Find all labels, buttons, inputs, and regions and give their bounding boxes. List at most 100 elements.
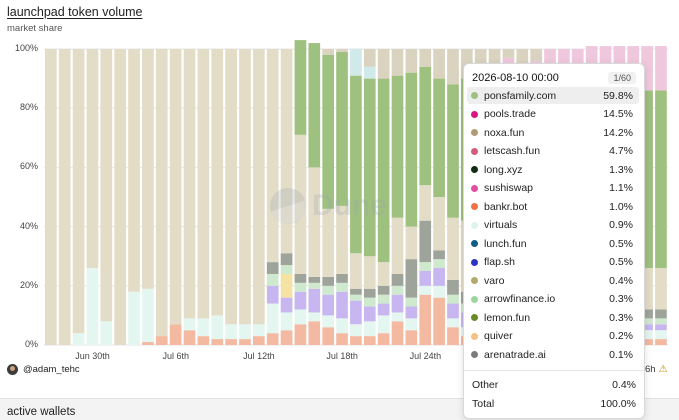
bar-segment[interactable] [391, 273, 404, 286]
bar-segment[interactable] [294, 309, 307, 325]
bar-segment[interactable] [100, 49, 113, 322]
bar-segment[interactable] [169, 324, 182, 345]
bar-segment[interactable] [419, 262, 432, 271]
data-freshness[interactable]: 6h ⚠ [645, 364, 668, 375]
bar-segment[interactable] [405, 318, 418, 331]
bar-segment[interactable] [86, 49, 99, 269]
bar-segment[interactable] [405, 259, 418, 298]
bar-segment[interactable] [433, 297, 445, 345]
bar-segment[interactable] [336, 273, 348, 283]
bar-segment[interactable] [266, 262, 279, 274]
bar-segment[interactable] [350, 288, 362, 295]
bar-segment[interactable] [266, 285, 279, 304]
bar-segment[interactable] [447, 303, 459, 319]
bar-segment[interactable] [350, 75, 362, 254]
bar-segment[interactable] [655, 268, 667, 310]
bar-segment[interactable] [169, 49, 182, 325]
bar-segment[interactable] [641, 324, 653, 331]
bar-segment[interactable] [419, 285, 432, 295]
bar-segment[interactable] [419, 49, 432, 67]
bar-segment[interactable] [447, 279, 459, 295]
bar-segment[interactable] [336, 51, 348, 206]
bar-segment[interactable] [322, 315, 334, 328]
bar-segment[interactable] [253, 49, 265, 325]
bar-segment[interactable] [322, 294, 334, 316]
bar-segment[interactable] [322, 49, 334, 55]
bar-segment[interactable] [502, 49, 515, 58]
bar-segment[interactable] [128, 49, 140, 292]
bar-segment[interactable] [280, 312, 293, 331]
bar-segment[interactable] [322, 285, 334, 295]
bar-segment[interactable] [655, 46, 667, 91]
bar-segment[interactable] [641, 309, 653, 319]
bar-segment[interactable] [322, 208, 334, 277]
chart-title-link[interactable]: launchpad token volume [7, 5, 143, 19]
bar-segment[interactable] [655, 309, 667, 319]
bar-segment[interactable] [363, 297, 376, 307]
bar-segment[interactable] [211, 49, 224, 316]
bar-segment[interactable] [322, 327, 334, 345]
bar-segment[interactable] [655, 330, 667, 340]
bar-segment[interactable] [253, 336, 265, 345]
bar-segment[interactable] [308, 288, 321, 313]
bar-segment[interactable] [336, 49, 348, 52]
bar-segment[interactable] [641, 46, 653, 91]
bar-segment[interactable] [72, 49, 85, 334]
bar-segment[interactable] [211, 315, 224, 340]
bar-segment[interactable] [128, 291, 140, 345]
bar-segment[interactable] [350, 300, 362, 325]
bar-segment[interactable] [405, 306, 418, 319]
bar-segment[interactable] [294, 282, 307, 292]
bar-segment[interactable] [183, 330, 196, 345]
bar-segment[interactable] [308, 43, 321, 168]
bar-segment[interactable] [363, 78, 376, 257]
bar-segment[interactable] [377, 333, 390, 345]
bar-segment[interactable] [447, 294, 459, 304]
bar-segment[interactable] [363, 306, 376, 322]
bar-segment[interactable] [447, 49, 459, 85]
bar-segment[interactable] [350, 49, 362, 76]
bar-segment[interactable] [655, 339, 667, 345]
bar-segment[interactable] [322, 54, 334, 209]
bar-segment[interactable] [377, 315, 390, 334]
bar-segment[interactable] [197, 49, 210, 319]
bar-segment[interactable] [655, 90, 667, 269]
bar-segment[interactable] [433, 250, 445, 260]
bar-segment[interactable] [142, 342, 154, 345]
bar-segment[interactable] [308, 312, 321, 322]
bar-segment[interactable] [655, 318, 667, 325]
bar-segment[interactable] [488, 49, 501, 67]
bar-segment[interactable] [266, 273, 279, 286]
bar-segment[interactable] [447, 84, 459, 218]
bar-segment[interactable] [266, 49, 279, 263]
bar-segment[interactable] [350, 294, 362, 301]
author-link[interactable]: @adam_tehc [7, 364, 80, 375]
bar-segment[interactable] [308, 167, 321, 277]
bar-segment[interactable] [447, 318, 459, 328]
bar-segment[interactable] [183, 318, 196, 331]
bar-segment[interactable] [155, 49, 168, 337]
bar-segment[interactable] [641, 339, 653, 345]
bar-segment[interactable] [239, 324, 251, 340]
bar-segment[interactable] [239, 49, 251, 325]
bar-segment[interactable] [142, 288, 154, 343]
bar-segment[interactable] [363, 256, 376, 289]
bar-segment[interactable] [516, 49, 529, 64]
bar-segment[interactable] [433, 268, 445, 286]
bar-segment[interactable] [377, 303, 390, 316]
bar-segment[interactable] [433, 78, 445, 197]
bar-segment[interactable] [280, 49, 293, 254]
bar-segment[interactable] [225, 339, 237, 345]
bar-segment[interactable] [280, 297, 293, 313]
bar-segment[interactable] [377, 294, 390, 304]
bar-segment[interactable] [447, 217, 459, 280]
bar-segment[interactable] [225, 324, 237, 340]
bar-segment[interactable] [447, 327, 459, 345]
bar-segment[interactable] [419, 220, 432, 263]
bar-segment[interactable] [433, 285, 445, 298]
bar-segment[interactable] [266, 303, 279, 334]
bar-segment[interactable] [239, 339, 251, 345]
bar-segment[interactable] [183, 49, 196, 319]
bar-segment[interactable] [363, 66, 376, 79]
bar-segment[interactable] [266, 333, 279, 345]
